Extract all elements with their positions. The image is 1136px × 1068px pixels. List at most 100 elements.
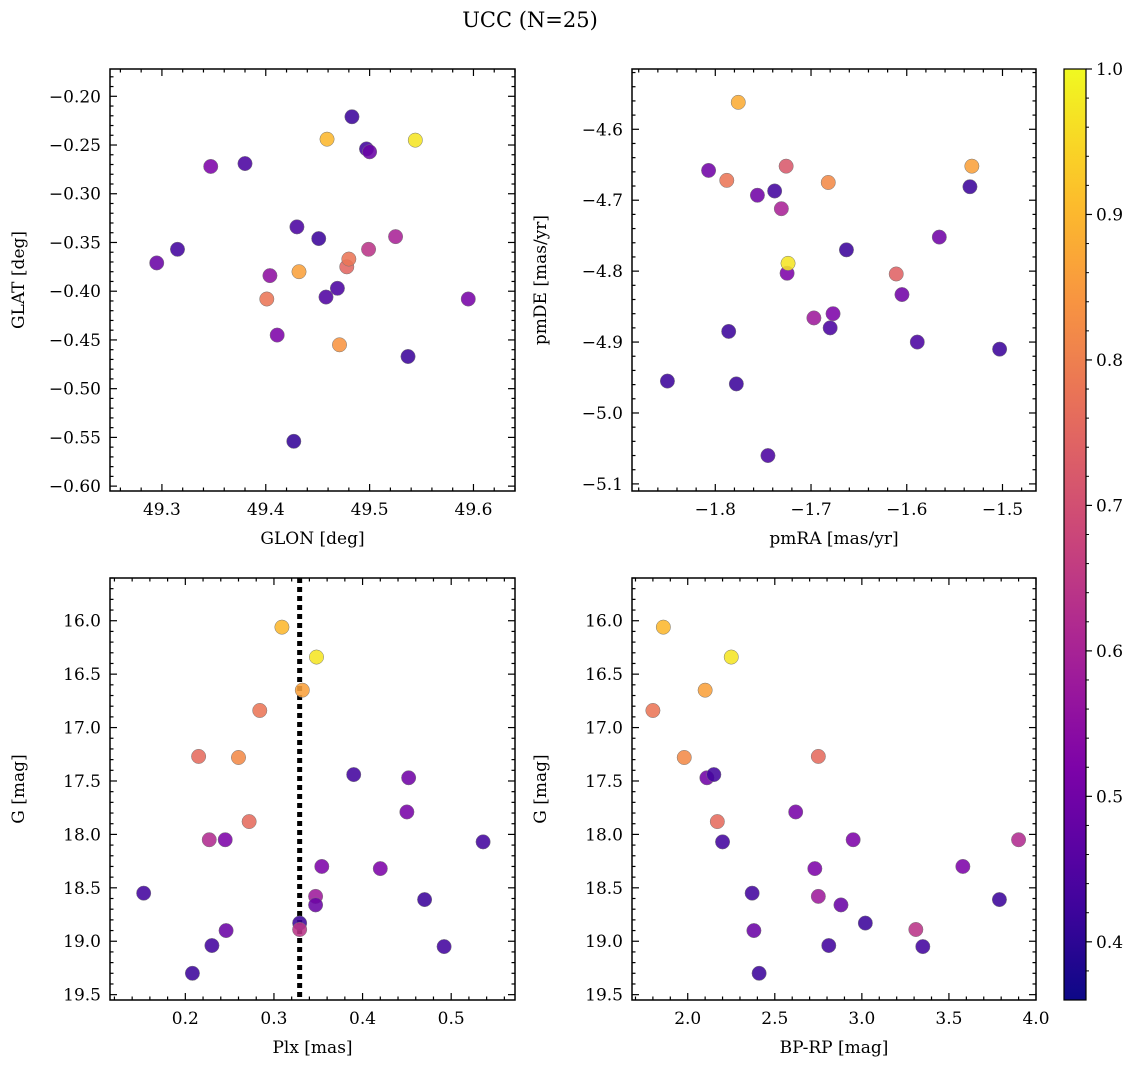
y-tick-label: −5.1: [582, 475, 623, 495]
y-tick-label: 16.5: [63, 665, 101, 685]
scatter-point: [346, 767, 362, 783]
scatter-point: [955, 859, 971, 874]
scatter-point: [344, 109, 360, 125]
scatter-point: [773, 201, 789, 217]
y-tick-label: 19.0: [63, 932, 101, 952]
scatter-point: [964, 158, 980, 174]
scatter-point: [778, 158, 794, 174]
x-tick-label: 49.3: [143, 500, 181, 520]
scatter-point: [191, 748, 207, 764]
y-tick-label: 17.0: [63, 719, 101, 739]
y-tick-label: −4.8: [582, 262, 623, 282]
scatter-point: [909, 334, 925, 350]
scatter-point: [361, 241, 377, 257]
scatter-point: [318, 289, 334, 305]
colorbar-tick-label: 1.0: [1096, 60, 1123, 80]
scatter-point: [217, 832, 233, 848]
scatter-point: [888, 266, 904, 282]
scatter-point: [475, 834, 491, 850]
scatter-point: [915, 939, 931, 955]
y-tick-label: −4.7: [582, 191, 623, 211]
y-tick-label: −0.20: [49, 87, 101, 107]
scatter-point: [311, 231, 327, 247]
y-tick-label: 18.5: [585, 879, 623, 899]
scatter-point: [723, 649, 739, 665]
x-tick-label: 3.0: [848, 1009, 875, 1029]
x-tick-label: 4.0: [1022, 1009, 1049, 1029]
scatter-point: [329, 280, 345, 296]
scatter-point: [269, 327, 285, 343]
scatter-point: [992, 341, 1008, 357]
y-axis-label: G [mag]: [9, 754, 29, 823]
scatter-point: [309, 649, 324, 665]
scatter-point: [728, 376, 744, 392]
scatter-point: [833, 897, 849, 913]
x-tick-label: 49.6: [455, 500, 493, 520]
y-tick-label: −4.9: [582, 333, 623, 353]
scatter-point: [746, 923, 762, 939]
scatter-point: [319, 131, 335, 147]
scatter-point: [400, 349, 416, 364]
scatter-point: [715, 834, 731, 850]
scatter-point: [401, 770, 417, 786]
scatter-point: [645, 703, 661, 718]
y-axis-label: pmDE [mas/yr]: [531, 215, 551, 345]
colorbar: 0.4 0.5 0.6 0.7 0.8 0.9 1.0: [1063, 60, 1123, 1001]
x-tick-label: 2.5: [761, 1009, 788, 1029]
scatter-point: [289, 219, 305, 235]
scatter-point: [706, 767, 722, 783]
scatter-point: [659, 373, 675, 389]
figure-title: UCC (N=25): [462, 8, 598, 32]
x-tick-label: 0.3: [260, 1009, 287, 1029]
scatter-point: [314, 859, 330, 874]
scatter-point: [721, 323, 737, 339]
x-tick-label: 0.4: [349, 1009, 376, 1029]
scatter-point: [676, 750, 692, 765]
scatter-point: [744, 885, 760, 901]
scatter-point: [838, 242, 854, 258]
scatter-point: [810, 748, 826, 764]
panel-pm: −1.8 −1.7 −1.6 −1.5 −5.1 −5.0 −4.9 −4.8 −4.7 −4.6…: [531, 68, 1037, 549]
scatter-point: [908, 922, 924, 937]
colorbar-gradient: [1063, 68, 1087, 1001]
scatter-point: [655, 619, 671, 635]
y-tick-label: 19.0: [585, 932, 623, 952]
y-tick-label: −0.30: [49, 185, 101, 205]
scatter-point: [780, 255, 796, 271]
axes-frame: [631, 577, 1037, 1001]
scatter-point: [1011, 832, 1027, 848]
y-tick-label: −0.25: [49, 136, 101, 156]
axes-frame: [109, 577, 516, 1001]
x-axis-label: pmRA [mas/yr]: [769, 529, 898, 549]
scatter-point: [417, 892, 433, 908]
scatter-point: [822, 320, 838, 336]
scatter-point: [184, 965, 200, 981]
scatter-point: [252, 703, 268, 718]
scatter-point: [825, 306, 841, 322]
x-tick-label: 2.0: [674, 1009, 701, 1029]
scatter-point: [845, 832, 861, 848]
scatter-points: [149, 109, 476, 449]
y-tick-label: 17.5: [585, 772, 623, 792]
y-tick-label: 17.5: [63, 772, 101, 792]
y-tick-label: −5.0: [582, 404, 623, 424]
scatter-point: [292, 922, 308, 937]
scatter-point: [730, 94, 746, 110]
scatter-point: [931, 229, 947, 245]
scatter-point: [274, 619, 290, 635]
y-tick-label: −0.35: [49, 233, 101, 253]
colorbar-tick-label: 0.5: [1096, 787, 1123, 807]
colorbar-tick-label: 0.9: [1096, 205, 1123, 225]
scatter-point: [170, 241, 185, 257]
scatter-point: [806, 310, 822, 326]
y-tick-label: 16.5: [585, 665, 623, 685]
colorbar-tick-label: 0.7: [1096, 496, 1123, 516]
scatter-points: [136, 619, 491, 981]
scatter-point: [294, 682, 310, 698]
scatter-point: [697, 682, 713, 698]
y-tick-label: −0.40: [49, 282, 101, 302]
scatter-point: [894, 287, 910, 302]
scatter-point: [807, 861, 823, 877]
x-tick-label: −1.6: [886, 500, 927, 520]
scatter-point: [709, 814, 725, 830]
